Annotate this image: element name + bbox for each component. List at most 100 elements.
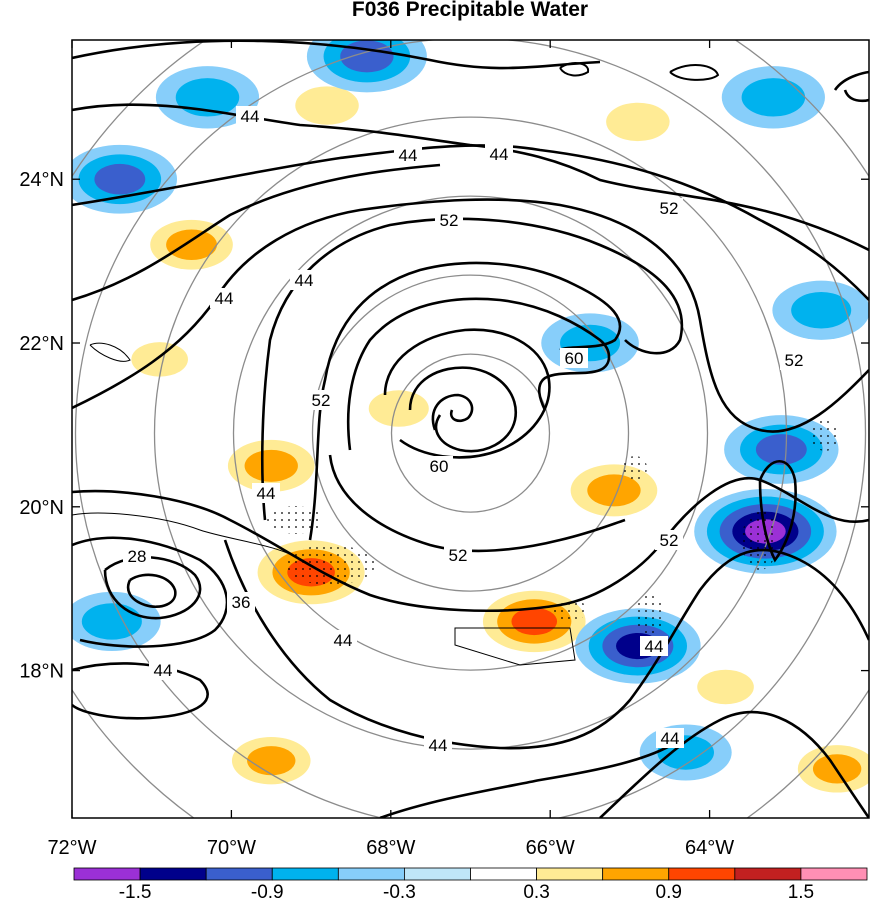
- svg-text:36: 36: [232, 593, 251, 612]
- pw-contour-line: [454, 627, 576, 666]
- svg-text:52: 52: [449, 546, 468, 565]
- svg-text:52: 52: [785, 351, 804, 370]
- pw-contour-line: [223, 539, 869, 750]
- svg-text:60: 60: [565, 349, 584, 368]
- x-tick-label: 68°W: [366, 837, 415, 859]
- anomaly-patch: [368, 390, 429, 427]
- contour-label: 44: [656, 728, 684, 748]
- colorbar-swatch: [536, 867, 604, 881]
- contour-labels: 44 44 44 52 52 44 44 60 52 52 60 44 52 5…: [123, 106, 808, 755]
- svg-text:44: 44: [215, 289, 234, 308]
- y-tick-label: 18°N: [19, 661, 64, 683]
- stipple-region: [742, 510, 778, 570]
- svg-text:44: 44: [257, 484, 276, 503]
- contour-label: 44: [149, 660, 177, 680]
- pw-contour-line: [383, 328, 551, 459]
- x-tick-label: 64°W: [685, 837, 734, 859]
- anomaly-patch: [175, 78, 240, 117]
- pw-contour-line: [431, 393, 474, 431]
- svg-text:52: 52: [660, 199, 679, 218]
- chart-title: F036 Precipitable Water: [352, 0, 588, 21]
- svg-text:44: 44: [154, 661, 173, 680]
- svg-text:52: 52: [312, 391, 331, 410]
- anomaly-patch: [94, 163, 146, 195]
- colorbar-swatch: [73, 867, 141, 881]
- contour-label: 44: [424, 735, 452, 755]
- colorbar-label: 0.3: [523, 882, 549, 900]
- svg-text:44: 44: [645, 637, 664, 656]
- x-tick-label: 66°W: [526, 837, 575, 859]
- pw-contour-line: [346, 297, 611, 451]
- contour-label: 36: [227, 592, 255, 612]
- colorbar: -1.5 -0.9 -0.3 0.3 0.9 1.5: [73, 867, 868, 900]
- anomaly-patch: [340, 40, 394, 73]
- pw-contour-line: [72, 477, 869, 612]
- contour-label: 52: [444, 545, 472, 565]
- contour-label: 44: [236, 106, 264, 126]
- pw-contour-line: [599, 710, 869, 818]
- svg-text:44: 44: [295, 271, 314, 290]
- anomaly-patch: [166, 229, 217, 261]
- stipple-region: [623, 456, 647, 480]
- x-tick-label: 72°W: [47, 837, 96, 859]
- stipple-region: [811, 419, 839, 451]
- contour-label: 44: [394, 145, 422, 165]
- svg-text:44: 44: [661, 729, 680, 748]
- range-ring: [390, 353, 551, 513]
- pw-contour-line: [72, 144, 869, 301]
- y-tick-label: 20°N: [19, 497, 64, 519]
- pw-contour-line: [72, 40, 601, 70]
- pw-contour-line: [379, 738, 681, 818]
- colorbar-swatch: [139, 867, 207, 881]
- svg-text:44: 44: [334, 631, 353, 650]
- pw-contour-line: [328, 454, 626, 553]
- anomaly-shading: [72, 40, 869, 802]
- colorbar-swatch: [271, 867, 339, 881]
- anomaly-patch: [295, 86, 359, 125]
- pw-contour-line: [72, 662, 209, 720]
- svg-text:28: 28: [128, 547, 147, 566]
- contour-label: 60: [560, 348, 588, 368]
- contour-label: 44: [252, 483, 280, 503]
- x-tick-label: 70°W: [207, 837, 256, 859]
- range-ring: [153, 116, 788, 750]
- contour-label: 60: [425, 456, 453, 476]
- colorbar-swatch: [205, 867, 273, 881]
- pw-contour-line: [72, 536, 229, 648]
- contour-label: 44: [485, 144, 513, 164]
- contour-label: 52: [655, 198, 683, 218]
- colorbar-label: 0.9: [656, 882, 682, 900]
- anomaly-patch: [741, 78, 806, 117]
- range-ring: [232, 195, 709, 671]
- contour-label: 52: [307, 390, 335, 410]
- svg-text:44: 44: [429, 736, 448, 755]
- y-tick-label: 22°N: [19, 333, 64, 355]
- stipple-region: [636, 593, 664, 637]
- anomaly-patch: [791, 292, 852, 329]
- contour-label: 52: [435, 210, 463, 230]
- plot-frame: [71, 39, 870, 819]
- stipple-region: [267, 506, 323, 534]
- colorbar-label: -0.9: [251, 882, 284, 900]
- anomaly-patch: [697, 669, 754, 705]
- pw-contour-line: [126, 573, 177, 609]
- y-tick-label: 24°N: [19, 169, 64, 191]
- colorbar-swatch: [470, 867, 537, 881]
- anomaly-patch: [606, 102, 670, 142]
- colorbar-label: -1.5: [119, 882, 152, 900]
- pw-contour-line: [559, 62, 590, 77]
- anomaly-patch: [755, 434, 807, 465]
- anomaly-patch: [587, 474, 641, 507]
- pw-contour-line: [72, 163, 441, 302]
- svg-text:60: 60: [430, 457, 449, 476]
- anomaly-patch: [81, 603, 142, 640]
- contour-label: 44: [210, 288, 238, 308]
- colorbar-swatch: [404, 867, 471, 881]
- colorbar-label: -0.3: [383, 882, 416, 900]
- range-ring: [311, 274, 630, 592]
- anomaly-patch: [244, 449, 298, 482]
- colorbar-swatch: [337, 867, 405, 881]
- colorbar-swatch: [668, 867, 736, 881]
